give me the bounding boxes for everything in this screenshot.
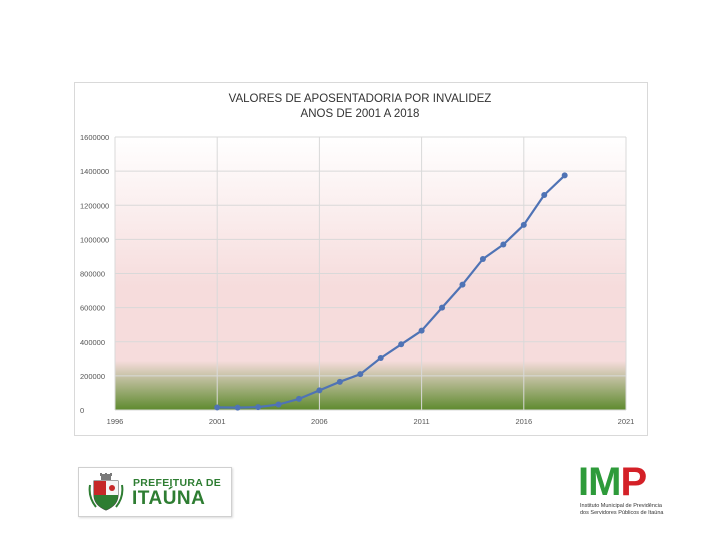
data-point [336, 378, 343, 385]
data-point [561, 172, 568, 179]
x-tick-label: 2011 [414, 417, 430, 426]
y-tick-label: 1200000 [80, 201, 109, 210]
data-point [479, 255, 486, 262]
x-tick-label: 2021 [618, 417, 635, 426]
data-point [418, 327, 425, 334]
y-tick-label: 400000 [80, 338, 105, 347]
x-tick-label: 2016 [515, 417, 532, 426]
y-tick-label: 0 [80, 406, 84, 415]
data-point [275, 401, 282, 408]
data-point [459, 281, 466, 288]
y-tick-label: 1600000 [80, 133, 109, 142]
imp-wordmark: IMP [578, 460, 647, 504]
city-crest-icon [88, 473, 124, 511]
chart-title-line-2: ANOS DE 2001 A 2018 [300, 108, 420, 120]
data-point [234, 404, 241, 411]
prefeitura-itauna-logo: PREFEITURA DE ITAÚNA [78, 467, 232, 517]
data-point [357, 371, 364, 378]
chart-title-line-1: VALORES DE APOSENTADORIA POR INVALIDEZ [228, 93, 492, 105]
imp-letter-p: P [620, 460, 647, 504]
x-tick-label: 1996 [107, 417, 124, 426]
data-point [520, 221, 527, 228]
data-point [214, 404, 221, 411]
imp-subtitle-line-2: dos Servidores Públicos de Itaúna [580, 509, 664, 516]
data-point [439, 304, 446, 311]
logo-prefeitura-text: PREFEITURA DE [133, 477, 222, 489]
x-tick-label: 2001 [209, 417, 226, 426]
y-tick-label: 800000 [80, 270, 105, 279]
imp-letter-i: I [578, 460, 589, 504]
data-point [541, 192, 548, 199]
series-line [217, 174, 566, 409]
imp-letter-m: M [588, 460, 621, 504]
imp-subtitle: Instituto Municipal de Previdência dos S… [580, 503, 686, 516]
data-point [295, 395, 302, 402]
data-point [377, 354, 384, 361]
logo-itauna-text: ITAÚNA [132, 488, 206, 509]
y-tick-label: 1000000 [80, 235, 109, 244]
data-point [255, 404, 262, 411]
imp-subtitle-line-1: Instituto Municipal de Previdência [580, 503, 662, 509]
data-point [398, 341, 405, 348]
data-point [316, 387, 323, 394]
y-tick-label: 600000 [80, 304, 105, 313]
x-tick-label: 2006 [311, 417, 328, 426]
data-point [500, 241, 507, 248]
chart-title: VALORES DE APOSENTADORIA POR INVALIDEZ A… [74, 92, 646, 122]
y-tick-label: 200000 [80, 372, 105, 381]
y-tick-label: 1400000 [80, 167, 109, 176]
imp-logo: IMP Instituto Municipal de Previdência d… [578, 462, 686, 520]
